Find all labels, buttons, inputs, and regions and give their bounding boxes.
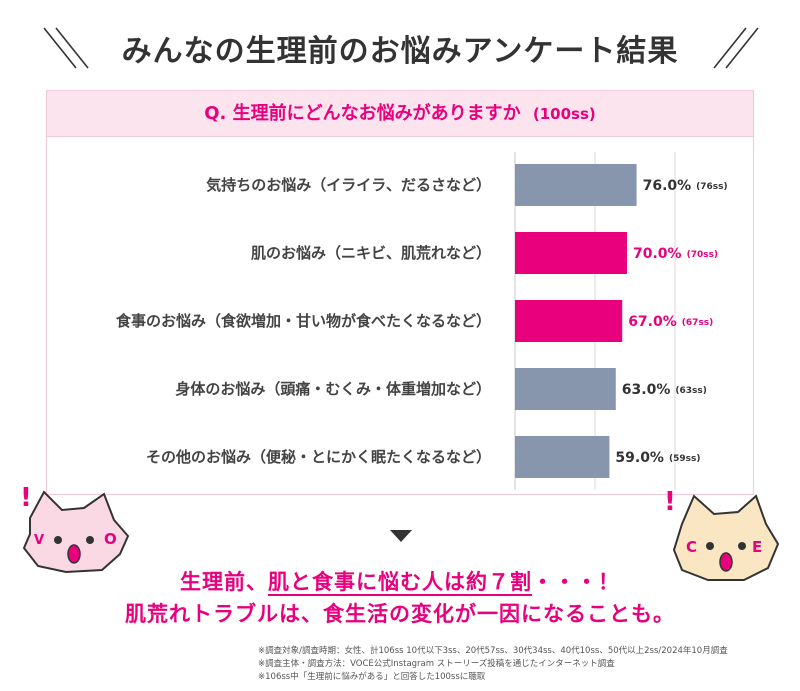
question-count: (100ss): [532, 105, 596, 123]
count-label: (63ss): [675, 386, 706, 396]
chart-panel: Q. 生理前にどんなお悩みがありますか (100ss): [46, 90, 754, 495]
value-label: 63.0%: [622, 382, 671, 398]
count-label: (59ss): [669, 454, 700, 464]
mascot-right-exclamation: !: [664, 487, 676, 517]
value-label: 67.0%: [628, 314, 677, 330]
title-area: みんなの生理前のお悩みアンケート結果: [0, 18, 800, 78]
conclusion-highlight: 肌と食事に悩む人は約７割: [268, 570, 532, 596]
mascot-left-letter-v: V: [34, 533, 44, 548]
category-label: 気持ちのお悩み（イライラ、だるさなど）: [206, 176, 491, 194]
mascot-left-letter-o: O: [104, 530, 117, 548]
category-label: 食事のお悩み（食欲増加・甘い物が食べたくなるなど）: [116, 312, 491, 330]
count-label: (76ss): [696, 182, 727, 192]
bar: [515, 232, 627, 274]
mascot-right-letter-c: C: [686, 538, 697, 556]
down-arrow-icon: [390, 530, 412, 542]
mascot-right: ! C E: [664, 487, 780, 581]
question-text: Q. 生理前にどんなお悩みがありますか: [204, 103, 521, 124]
bar: [515, 368, 616, 410]
mascot-right-letter-e: E: [752, 538, 762, 556]
count-label: (70ss): [687, 250, 718, 260]
value-label: 76.0%: [643, 178, 692, 194]
note-line: ※調査対象/調査時期：女性、計106ss 10代以下3ss、20代57ss、30…: [258, 646, 728, 656]
conclusion-line-1: 生理前、肌と食事に悩む人は約７割・・・！: [0, 566, 800, 596]
conclusion-line-2: 肌荒れトラブルは、食生活の変化が一因になることも。: [125, 602, 675, 626]
value-label: 70.0%: [633, 246, 682, 262]
page-title: みんなの生理前のお悩みアンケート結果: [121, 34, 679, 69]
category-label: 身体のお悩み（頭痛・むくみ・体重増加など）: [175, 380, 491, 398]
survey-notes: ※調査対象/調査時期：女性、計106ss 10代以下3ss、20代57ss、30…: [258, 645, 798, 684]
note-line: ※106ss中「生理前に悩みがある」と回答した100ssに聴取: [258, 672, 486, 682]
conclusion-post: ・・・！: [532, 570, 620, 594]
question-header: Q. 生理前にどんなお悩みがありますか (100ss): [47, 91, 753, 137]
category-label: 肌のお悩み（ニキビ、肌荒れなど）: [251, 244, 491, 262]
conclusion-pre: 生理前、: [180, 570, 268, 594]
bar-chart: 気持ちのお悩み（イライラ、だるさなど） 76.0% (76ss) 肌のお悩み（ニキビ、…: [116, 152, 728, 490]
mascot-left-exclamation: !: [20, 483, 32, 513]
bar: [515, 300, 623, 342]
bar: [515, 436, 610, 478]
category-label: その他のお悩み（便秘・とにかく眠たくなるなど）: [146, 448, 491, 466]
note-line: ※調査主体・調査方法：VOCE公式Instagram ストーリーズ投稿を通じたイ…: [258, 659, 615, 669]
value-label: 59.0%: [615, 450, 664, 466]
bar: [515, 164, 637, 206]
count-label: (67ss): [682, 318, 713, 328]
mascot-left: ! V O: [20, 483, 130, 574]
decorative-slashes-left: [43, 27, 89, 69]
decorative-slashes-right: [713, 27, 759, 69]
